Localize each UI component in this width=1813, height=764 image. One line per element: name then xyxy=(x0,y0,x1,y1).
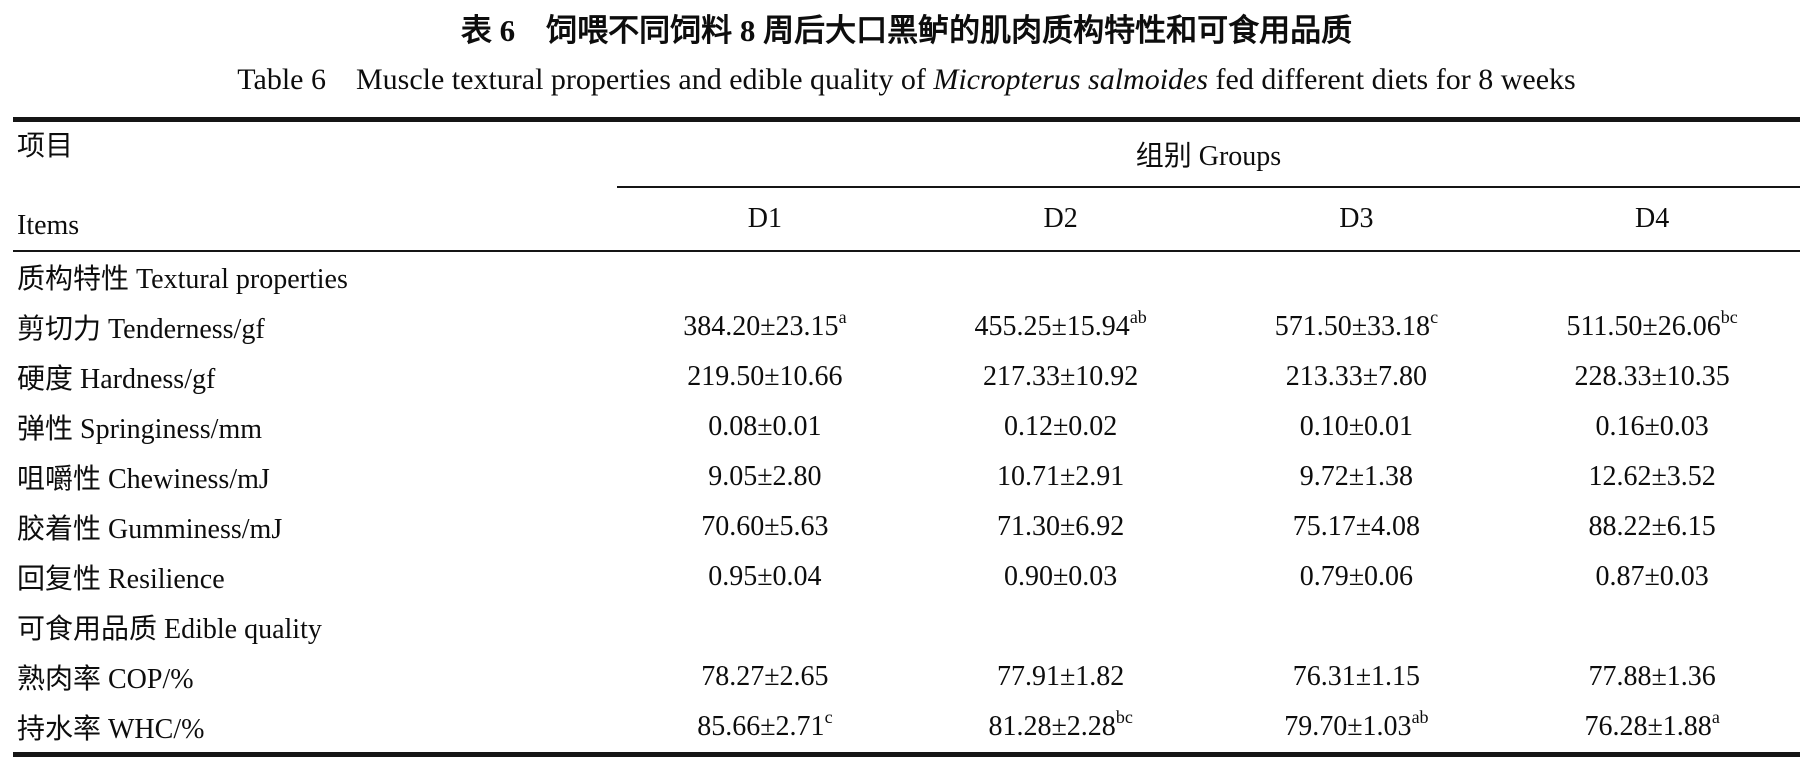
data-cell: 0.08±0.01 xyxy=(708,411,822,442)
title-en-suffix: fed different diets for 8 weeks xyxy=(1208,63,1576,96)
data-cell: 77.88±1.36 xyxy=(1588,661,1716,692)
data-cell: 0.12±0.02 xyxy=(1003,411,1118,442)
data-cell: 0.87±0.03 xyxy=(1595,561,1709,592)
items-column-header: 项目 Items xyxy=(13,122,617,250)
data-cell: 9.05±2.80 xyxy=(708,461,822,492)
table-row-gumminess: 胶着性 Gumminess/mJ 70.60±5.63 71.30±6.92 7… xyxy=(13,502,1800,552)
row-label: 剪切力 Tenderness/gf xyxy=(17,314,265,345)
data-cell: 75.17±4.08 xyxy=(1292,511,1421,542)
column-header-d2: D2 xyxy=(1043,203,1078,234)
significance-superscript: c xyxy=(824,706,833,727)
row-label: 胶着性 Gumminess/mJ xyxy=(17,514,283,545)
data-cell: 228.33±10.35 xyxy=(1574,361,1730,392)
data-cell: 455.25±15.94ab xyxy=(974,306,1147,342)
data-cell: 76.28±1.88a xyxy=(1584,706,1720,742)
data-cell: 71.30±6.92 xyxy=(996,511,1125,542)
row-label: 熟肉率 COP/% xyxy=(17,664,194,695)
data-table: 项目 Items 组别 Groups D1 D2 D3 D4 质构特性 Text… xyxy=(13,117,1800,757)
data-cell: 70.60±5.63 xyxy=(701,511,829,542)
column-header-d1: D1 xyxy=(747,203,782,234)
column-header-d4: D4 xyxy=(1635,203,1670,234)
data-cell: 85.66±2.71c xyxy=(697,706,833,742)
table-row-whc: 持水率 WHC/% 85.66±2.71c 81.28±2.28bc 79.70… xyxy=(13,702,1800,752)
significance-superscript: a xyxy=(1711,706,1720,727)
table-body: 质构特性 Textural properties 剪切力 Tenderness/… xyxy=(13,252,1800,752)
data-cell: 219.50±10.66 xyxy=(687,361,843,392)
title-en-prefix: Table 6 Muscle textural properties and e… xyxy=(237,63,934,96)
data-cell: 0.95±0.04 xyxy=(708,561,822,592)
table-title-chinese: 表 6 饲喂不同饲料 8 周后大口黑鲈的肌肉质构特性和可食用品质 xyxy=(460,13,1353,48)
data-cell: 81.28±2.28bc xyxy=(988,706,1133,742)
data-cell: 9.72±1.38 xyxy=(1299,461,1414,492)
row-label: 回复性 Resilience xyxy=(17,564,225,595)
table-row-resilience: 回复性 Resilience 0.95±0.04 0.90±0.03 0.79±… xyxy=(13,552,1800,602)
data-cell: 384.20±23.15a xyxy=(683,306,847,342)
table-row-chewiness: 咀嚼性 Chewiness/mJ 9.05±2.80 10.71±2.91 9.… xyxy=(13,452,1800,502)
section-label: 可食用品质 Edible quality xyxy=(17,614,322,645)
items-header-chinese: 项目 xyxy=(17,131,74,162)
data-cell: 10.71±2.91 xyxy=(996,461,1125,492)
groups-spanning-header: 组别 Groups xyxy=(617,122,1800,188)
data-cell: 0.10±0.01 xyxy=(1299,411,1414,442)
data-cell: 88.22±6.15 xyxy=(1588,511,1716,542)
section-row-edible-quality: 可食用品质 Edible quality xyxy=(13,602,1800,652)
data-cell: 0.16±0.03 xyxy=(1595,411,1709,442)
row-label: 咀嚼性 Chewiness/mJ xyxy=(17,464,270,495)
data-cell: 0.79±0.06 xyxy=(1299,561,1414,592)
significance-superscript: ab xyxy=(1411,706,1429,727)
data-cell: 213.33±7.80 xyxy=(1285,361,1428,392)
data-cell: 76.31±1.15 xyxy=(1292,661,1421,692)
data-cell: 217.33±10.92 xyxy=(982,361,1139,392)
data-cell: 571.50±33.18c xyxy=(1274,306,1439,342)
table-header: 项目 Items 组别 Groups D1 D2 D3 D4 xyxy=(13,122,1800,252)
data-cell: 0.90±0.03 xyxy=(1003,561,1118,592)
data-cell: 79.70±1.03ab xyxy=(1284,706,1429,742)
significance-superscript: c xyxy=(1430,306,1439,327)
section-label: 质构特性 Textural properties xyxy=(17,264,348,295)
row-label: 持水率 WHC/% xyxy=(17,714,205,745)
table-row-hardness: 硬度 Hardness/gf 219.50±10.66 217.33±10.92… xyxy=(13,352,1800,402)
column-header-d3: D3 xyxy=(1339,203,1374,234)
table-row-springiness: 弹性 Springiness/mm 0.08±0.01 0.12±0.02 0.… xyxy=(13,402,1800,452)
significance-superscript: ab xyxy=(1129,306,1147,327)
species-name-italic: Micropterus salmoides xyxy=(933,63,1209,96)
significance-superscript: bc xyxy=(1115,706,1133,727)
table-title-english: Table 6 Muscle textural properties and e… xyxy=(0,52,1813,102)
data-cell: 511.50±26.06bc xyxy=(1566,306,1738,342)
row-label: 弹性 Springiness/mm xyxy=(17,414,263,445)
data-cell: 77.91±1.82 xyxy=(996,661,1125,692)
table-row-cop: 熟肉率 COP/% 78.27±2.65 77.91±1.82 76.31±1.… xyxy=(13,652,1800,702)
significance-superscript: bc xyxy=(1720,306,1738,327)
significance-superscript: a xyxy=(838,306,847,327)
table-row-tenderness: 剪切力 Tenderness/gf 384.20±23.15a 455.25±1… xyxy=(13,302,1800,352)
data-cell: 78.27±2.65 xyxy=(701,661,829,692)
data-cell: 12.62±3.52 xyxy=(1588,461,1716,492)
row-label: 硬度 Hardness/gf xyxy=(17,364,216,395)
section-row-textural-properties: 质构特性 Textural properties xyxy=(13,252,1800,302)
items-header-english: Items xyxy=(17,210,80,242)
